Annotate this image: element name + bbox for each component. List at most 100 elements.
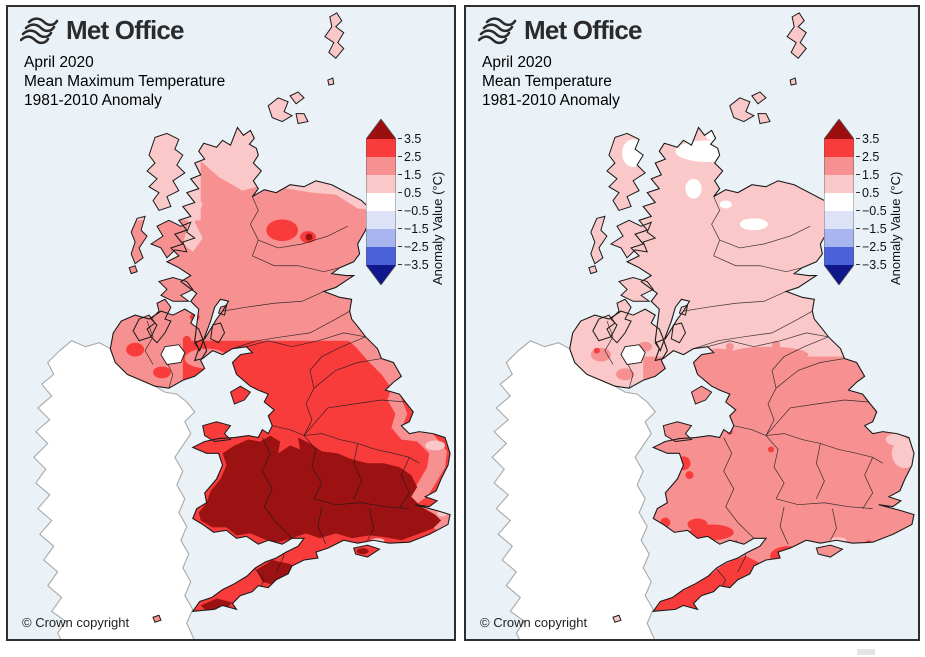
met-office-logo: Met Office	[20, 15, 184, 46]
island-outline	[132, 314, 156, 342]
island-outline	[289, 91, 305, 105]
legend-band	[824, 175, 854, 193]
island-outline	[610, 298, 632, 344]
map-title: April 2020 Mean Temperature 1981-2010 An…	[482, 53, 620, 110]
anomaly-legend: 3.5 2.5 1.5 0.5 −0.5 −1.5 −2.5 −3.5 Anom…	[366, 119, 454, 289]
legend-colorbar	[366, 119, 396, 285]
island-outline	[267, 97, 294, 123]
region-boundaries	[144, 196, 420, 592]
region-boundaries	[604, 196, 883, 592]
legend-band	[824, 139, 854, 157]
island-outline	[590, 215, 608, 265]
legend-band	[824, 229, 854, 247]
met-office-brand: Met Office	[524, 15, 642, 45]
legend-tick: 1.5	[855, 168, 880, 182]
island-outline	[158, 277, 194, 302]
legend-tick: −0.5	[398, 204, 429, 218]
island-outline	[229, 385, 252, 405]
legend-band	[824, 157, 854, 175]
crown-copyright: © Crown copyright	[22, 615, 130, 630]
legend-band	[366, 157, 396, 175]
great-britain-outline	[165, 126, 451, 612]
island-outline	[295, 113, 309, 125]
island-outline	[210, 322, 226, 344]
uk-anomaly-map-mean-temp	[491, 12, 915, 639]
map-title: April 2020 Mean Maximum Temperature 1981…	[24, 53, 225, 110]
island-outline	[815, 544, 844, 558]
legend-band	[366, 211, 396, 229]
legend-band	[366, 229, 396, 247]
legend-axis-title: Anomaly Value (°C)	[430, 171, 445, 285]
title-line-variable: Mean Maximum Temperature	[24, 73, 226, 90]
legend-band	[824, 211, 854, 229]
island-outline	[789, 77, 797, 86]
island-outline	[606, 132, 646, 212]
island-outline	[609, 219, 657, 259]
island-outline	[670, 322, 687, 344]
legend-arrow-top	[824, 119, 854, 139]
lough-neagh	[620, 344, 646, 365]
island-outline	[130, 215, 148, 265]
legend-band	[366, 139, 396, 157]
legend-tick: 2.5	[855, 150, 880, 164]
page-scrollbar-fragment	[857, 649, 875, 655]
legend-band	[824, 193, 854, 211]
island-outline	[146, 132, 186, 212]
island-outline	[217, 304, 228, 316]
legend-arrow-top	[366, 119, 396, 139]
legend-tick: 1.5	[397, 168, 422, 182]
title-line-variable: Mean Temperature	[482, 73, 612, 90]
lough-neagh	[160, 344, 186, 365]
island-outline	[592, 314, 616, 342]
legend-tick: −0.5	[856, 204, 887, 218]
ireland-outline	[33, 340, 196, 639]
met-office-waves-icon	[20, 16, 59, 44]
island-outline	[678, 304, 689, 316]
legend-band	[366, 175, 396, 193]
panel-mean-max-temp: Met Office April 2020 Mean Maximum Tempe…	[6, 5, 456, 641]
legend-tick: −2.5	[398, 240, 429, 254]
island-outline	[149, 219, 196, 259]
island-outline	[729, 97, 755, 123]
uk-anomaly-map-max-temp	[33, 12, 451, 639]
island-outline	[152, 614, 162, 623]
legend-axis-title: Anomaly Value (°C)	[888, 171, 903, 285]
title-line-month: April 2020	[482, 54, 552, 71]
island-outline	[324, 12, 345, 60]
legend-tick: −3.5	[398, 258, 429, 272]
island-outline	[618, 277, 655, 302]
island-outline	[128, 265, 138, 275]
legend-tick: −1.5	[856, 222, 887, 236]
island-outline	[150, 298, 172, 344]
island-outline	[786, 12, 807, 60]
legend-tick: −1.5	[398, 222, 429, 236]
met-office-brand: Met Office	[66, 15, 184, 45]
island-outline	[751, 91, 767, 105]
legend-band	[366, 193, 396, 211]
island-outline	[690, 385, 713, 405]
legend-tick: −2.5	[856, 240, 887, 254]
met-office-waves-icon	[478, 16, 517, 44]
legend-band	[824, 247, 854, 265]
legend-colorbar	[824, 119, 854, 285]
ireland-outline	[491, 340, 656, 639]
legend-tick: 3.5	[855, 132, 880, 146]
island-outline	[327, 77, 335, 86]
legend-tick: −3.5	[856, 258, 887, 272]
anomaly-legend: 3.5 2.5 1.5 0.5 −0.5 −1.5 −2.5 −3.5 Anom…	[824, 119, 914, 289]
island-outline	[353, 544, 381, 558]
legend-tick: 0.5	[855, 186, 880, 200]
legend-tick: 0.5	[397, 186, 422, 200]
island-outline	[202, 421, 232, 443]
title-line-baseline: 1981-2010 Anomaly	[24, 92, 162, 109]
legend-band	[366, 247, 396, 265]
island-outline	[662, 421, 693, 443]
island-outline	[757, 113, 771, 125]
great-britain-outline	[625, 126, 915, 612]
island-outline	[588, 265, 598, 275]
island-outline	[612, 614, 622, 623]
title-line-baseline: 1981-2010 Anomaly	[482, 92, 620, 109]
legend-arrow-bottom	[366, 265, 396, 285]
crown-copyright: © Crown copyright	[480, 615, 588, 630]
met-office-logo: Met Office	[478, 15, 642, 46]
